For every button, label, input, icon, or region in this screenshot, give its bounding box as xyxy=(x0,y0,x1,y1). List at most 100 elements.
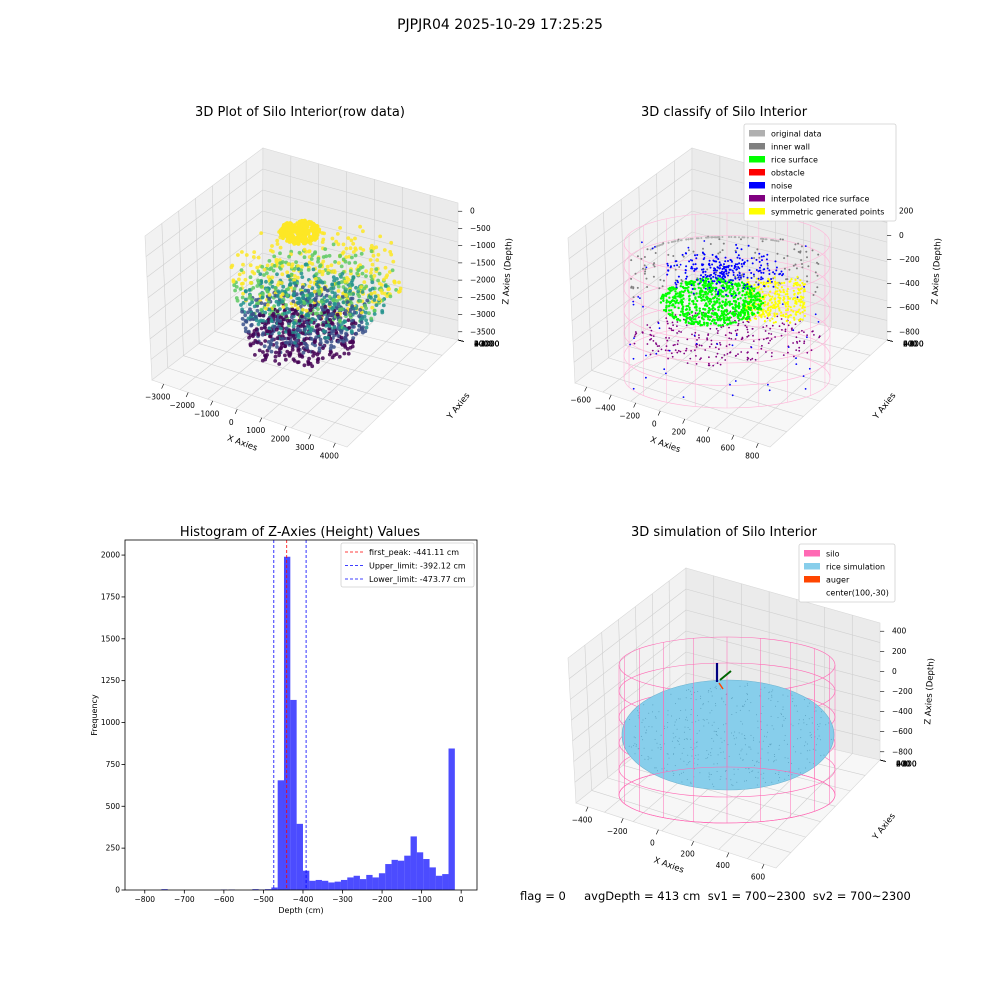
data-point xyxy=(783,281,786,284)
data-point xyxy=(670,241,673,243)
surface-point xyxy=(689,728,691,730)
surface-point xyxy=(707,691,709,693)
data-point xyxy=(754,302,758,306)
data-point xyxy=(788,268,791,271)
data-point xyxy=(661,243,664,246)
surface-point xyxy=(756,784,758,786)
data-point xyxy=(261,313,266,318)
surface-point xyxy=(800,752,802,754)
data-point xyxy=(762,297,765,300)
data-point xyxy=(768,312,771,315)
data-point xyxy=(662,295,665,298)
data-point xyxy=(371,253,376,258)
x-axis-tick-label: 200 xyxy=(680,850,695,859)
data-point xyxy=(267,293,272,297)
data-point xyxy=(291,299,296,304)
data-point xyxy=(716,314,719,318)
data-point xyxy=(297,296,301,301)
surface-point xyxy=(805,767,807,769)
x-axis-tick xyxy=(657,410,661,416)
data-point xyxy=(762,271,765,274)
figure-title: PJPJR04 2025-10-29 17:25:25 xyxy=(397,17,603,33)
data-point xyxy=(305,293,309,298)
data-point xyxy=(317,269,322,274)
surface-point xyxy=(689,761,691,763)
data-point xyxy=(792,342,794,344)
data-point xyxy=(343,279,347,284)
data-point xyxy=(330,331,334,336)
data-point xyxy=(257,301,261,305)
data-point xyxy=(746,236,749,239)
data-point xyxy=(677,281,679,284)
data-point xyxy=(302,363,307,368)
data-point xyxy=(739,310,743,314)
surface-point xyxy=(686,779,688,781)
data-point xyxy=(767,337,769,339)
data-point xyxy=(321,255,326,259)
surface-point xyxy=(728,755,730,757)
data-point xyxy=(743,313,746,316)
data-point xyxy=(728,316,731,320)
data-point xyxy=(730,294,733,297)
data-point xyxy=(772,271,775,274)
surface-point xyxy=(721,697,723,699)
data-point xyxy=(680,299,683,302)
data-point xyxy=(292,286,297,291)
data-point xyxy=(716,236,719,239)
y-axis-tick-label: −600 xyxy=(896,760,917,769)
data-point xyxy=(302,255,307,260)
surface-point xyxy=(702,718,704,720)
surface-point xyxy=(736,781,738,783)
data-point xyxy=(694,320,698,324)
data-point xyxy=(788,297,792,300)
data-point xyxy=(700,299,703,302)
data-point xyxy=(292,278,297,282)
data-point xyxy=(283,289,287,294)
data-point xyxy=(687,295,691,298)
data-point xyxy=(764,330,767,332)
data-point xyxy=(698,295,701,299)
data-point xyxy=(717,252,720,255)
data-point xyxy=(254,298,258,302)
data-point xyxy=(320,240,325,245)
data-point xyxy=(336,295,341,299)
data-point xyxy=(275,242,280,246)
data-point xyxy=(668,291,671,295)
data-point xyxy=(755,281,758,284)
data-point xyxy=(306,296,311,301)
data-point xyxy=(642,267,644,270)
data-point xyxy=(713,280,716,283)
data-point xyxy=(318,337,323,342)
data-point xyxy=(312,289,317,294)
data-point xyxy=(709,266,712,269)
data-point xyxy=(727,266,730,269)
chart-title: Histogram of Z-Axies (Height) Values xyxy=(180,525,420,540)
data-point xyxy=(290,347,295,352)
data-point xyxy=(246,316,251,321)
data-point xyxy=(329,263,334,268)
data-point xyxy=(763,285,765,287)
surface-point xyxy=(757,720,759,722)
surface-point xyxy=(830,738,832,740)
data-point xyxy=(737,292,740,295)
data-point xyxy=(742,299,745,302)
data-point xyxy=(777,284,780,287)
data-point xyxy=(318,264,322,269)
data-point xyxy=(336,281,341,285)
data-point xyxy=(666,262,669,265)
data-point xyxy=(679,285,682,288)
surface-point xyxy=(749,746,751,748)
surface-point xyxy=(719,778,721,780)
surface-point xyxy=(750,702,752,704)
data-point xyxy=(248,275,253,280)
data-point xyxy=(252,304,257,309)
data-point xyxy=(761,240,764,243)
data-point xyxy=(810,349,813,352)
x-axis-tick xyxy=(584,386,587,392)
data-point xyxy=(309,238,314,243)
data-point xyxy=(316,307,320,311)
data-point xyxy=(651,247,654,250)
data-point xyxy=(287,332,291,337)
data-point xyxy=(369,291,374,296)
surface-point xyxy=(677,740,679,742)
